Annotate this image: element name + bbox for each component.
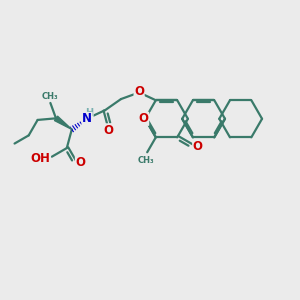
- Text: O: O: [103, 124, 113, 137]
- Text: H: H: [85, 108, 93, 118]
- Text: N: N: [82, 112, 92, 125]
- Text: CH₃: CH₃: [137, 156, 154, 165]
- Text: O: O: [76, 156, 85, 169]
- Polygon shape: [54, 116, 72, 129]
- Text: O: O: [134, 85, 144, 98]
- Text: CH₃: CH₃: [41, 92, 58, 100]
- Text: O: O: [139, 112, 148, 125]
- Text: O: O: [193, 140, 203, 153]
- Text: OH: OH: [31, 152, 50, 165]
